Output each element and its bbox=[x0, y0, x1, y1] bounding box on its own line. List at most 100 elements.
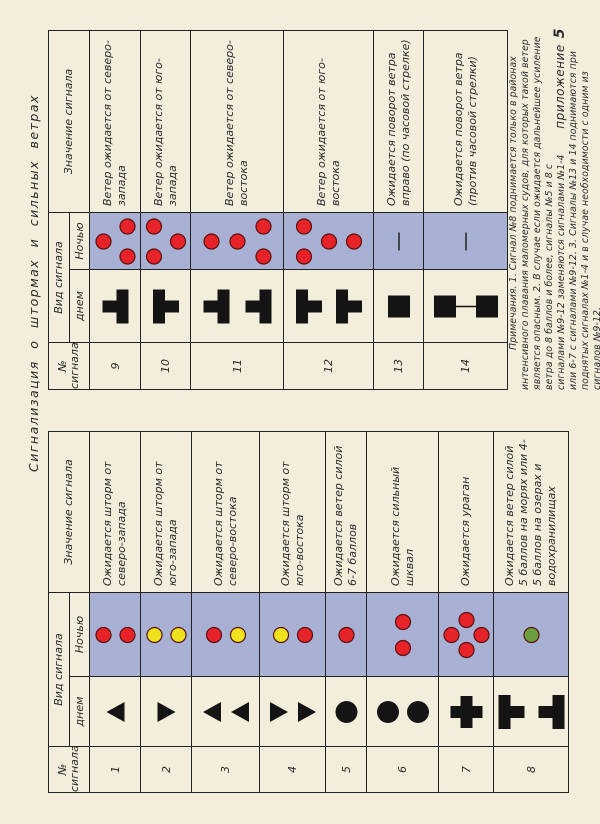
day-signal bbox=[366, 676, 439, 747]
red-light-icon bbox=[457, 611, 475, 629]
red-light-icon bbox=[320, 233, 337, 250]
signal-row: 2 Ожидается шторм от юго-запада bbox=[140, 431, 192, 793]
red-light-icon bbox=[345, 233, 362, 250]
t-shape-icon bbox=[295, 289, 322, 324]
red-light-icon bbox=[118, 626, 136, 644]
night-signal bbox=[259, 592, 326, 677]
day-signal bbox=[190, 269, 284, 343]
red-light-icon bbox=[296, 626, 313, 644]
signal-number: 3 bbox=[191, 746, 260, 793]
shape-part bbox=[116, 289, 128, 324]
signal-number: 11 bbox=[190, 342, 284, 390]
signals-table-right: № сигнала Вид сигнала Значение сигнала д… bbox=[48, 30, 508, 390]
day-signal-figure bbox=[102, 289, 128, 324]
header-day: днем bbox=[69, 269, 90, 343]
signal-meaning: Ожидается шторм от юго-востока bbox=[259, 431, 326, 593]
day-signal-figure bbox=[106, 702, 124, 722]
signal-row: 13 Ожидается поворот ветра вправо (по час… bbox=[373, 30, 424, 390]
shape-part bbox=[259, 289, 271, 324]
signal-number: 10 bbox=[140, 342, 191, 390]
square-icon bbox=[475, 295, 498, 318]
yellow-light-icon bbox=[169, 626, 187, 644]
signal-number: 12 bbox=[283, 342, 374, 390]
night-signal bbox=[283, 212, 374, 270]
header-number: № сигнала bbox=[48, 342, 90, 390]
shape-part bbox=[335, 289, 348, 324]
cone-down-icon bbox=[297, 702, 316, 722]
signal-row: 7 Ожидается ураган bbox=[438, 431, 494, 793]
day-signal bbox=[325, 676, 367, 747]
inverted-t-shape-icon bbox=[538, 695, 564, 729]
night-signal-figure bbox=[94, 626, 136, 644]
day-signal-figure bbox=[203, 289, 271, 324]
red-light-icon bbox=[472, 626, 490, 644]
yellow-light-icon bbox=[145, 626, 163, 644]
signal-row: 10 Ветер ожидается от юго-запада bbox=[140, 30, 191, 390]
night-signal-figure bbox=[202, 218, 272, 265]
night-signal bbox=[423, 212, 508, 270]
header-day: днем bbox=[69, 676, 90, 747]
ball-icon bbox=[406, 701, 429, 723]
day-signal bbox=[283, 269, 374, 343]
signal-meaning: Ожидается шторм от северо-востока bbox=[191, 431, 260, 593]
day-signal bbox=[373, 269, 424, 343]
cone-up-icon bbox=[106, 702, 124, 722]
signal-row: 5 Ожидается ветер силой 6-7 баллов bbox=[325, 431, 367, 793]
signal-meaning: Ожидается поворот ветра (против часовой … bbox=[423, 30, 508, 213]
night-signal bbox=[325, 592, 367, 677]
day-signal bbox=[89, 676, 141, 747]
header-kind: Вид сигнала bbox=[48, 592, 70, 747]
signal-row: 9 Ветер ожидается от северо-запада bbox=[89, 30, 141, 390]
night-signal-figure bbox=[145, 218, 186, 265]
day-signal-figure bbox=[335, 701, 357, 723]
red-light-icon bbox=[118, 218, 136, 235]
shape-part bbox=[217, 289, 229, 324]
night-signal bbox=[191, 592, 260, 677]
signal-number: 4 bbox=[259, 746, 326, 793]
signal-row: 1 Ожидается шторм от северо-запада bbox=[89, 431, 141, 793]
signal-meaning: Ожидается ураган bbox=[438, 431, 494, 593]
signal-number: 7 bbox=[438, 746, 494, 793]
night-signal bbox=[366, 592, 439, 677]
night-signal-figure bbox=[442, 611, 490, 659]
shape-part bbox=[538, 706, 553, 718]
night-signal bbox=[89, 592, 141, 677]
appendix-label: приложение 5 bbox=[552, 28, 568, 129]
day-signal-figure bbox=[157, 702, 175, 722]
day-signal bbox=[191, 676, 260, 747]
red-light-icon bbox=[295, 248, 312, 265]
signals-table-left: № сигнала Вид сигнала Значение сигнала д… bbox=[48, 431, 569, 793]
shape-part bbox=[295, 289, 308, 324]
day-signal bbox=[89, 269, 141, 343]
header-kind: Вид сигнала bbox=[48, 212, 70, 343]
shape-part bbox=[306, 300, 322, 313]
day-signal-figure bbox=[152, 289, 179, 324]
night-signal bbox=[438, 592, 494, 677]
night-signal-figure bbox=[272, 626, 313, 644]
signal-row: 6 Ожидается сильный шквал bbox=[366, 431, 439, 793]
signal-row: 14 Ожидается поворот ветра (против часово… bbox=[423, 30, 508, 390]
signal-row: 3 Ожидается шторм от северо-востока bbox=[191, 431, 260, 793]
signal-number: 1 bbox=[89, 746, 141, 793]
signal-row: 8 Ожидается ветер силой 5 баллов на морях… bbox=[493, 431, 569, 793]
day-signal-figure bbox=[450, 696, 482, 728]
red-light-icon bbox=[202, 233, 220, 250]
red-light-icon bbox=[394, 613, 411, 631]
ball-icon bbox=[376, 701, 399, 723]
red-light-icon bbox=[205, 626, 222, 644]
night-signal-figure bbox=[464, 232, 467, 251]
inverted-t-shape-icon bbox=[102, 289, 128, 324]
appendix-text: приложение bbox=[553, 44, 567, 129]
shape-part bbox=[450, 706, 482, 718]
t-shape-icon bbox=[152, 289, 179, 324]
notes-block: приложение5 Примечания. 1. Сигнал №8 под… bbox=[508, 28, 600, 390]
signal-number: 9 bbox=[89, 342, 141, 390]
red-light-icon bbox=[394, 639, 411, 657]
shape-part bbox=[346, 300, 362, 313]
red-light-icon bbox=[94, 626, 112, 644]
header-night: Ночью bbox=[69, 592, 90, 677]
shape-part bbox=[203, 300, 218, 313]
green-light-icon bbox=[522, 626, 540, 644]
header-meaning: Значение сигнала bbox=[48, 431, 90, 593]
shape-part bbox=[152, 289, 165, 324]
